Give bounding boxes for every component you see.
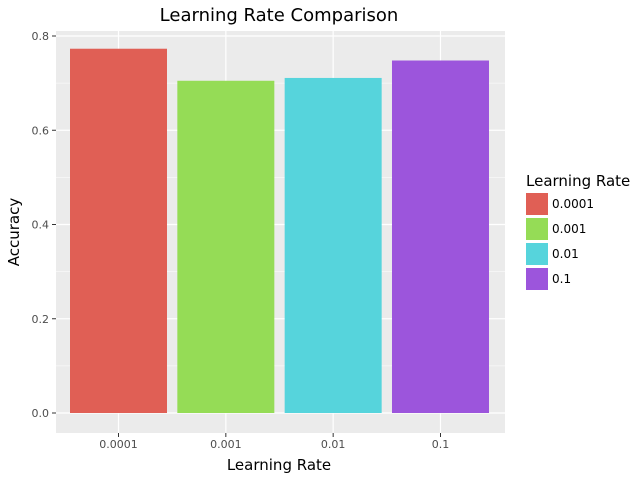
y-tick-label: 0.8	[32, 30, 50, 43]
legend-title: Learning Rate	[526, 172, 630, 190]
legend: 0.0001 0.001 0.01 0.1	[526, 193, 594, 290]
y-axis-ticks: 0.0 0.2 0.4 0.6 0.8	[32, 30, 56, 420]
legend-key	[526, 218, 548, 240]
bars	[70, 48, 489, 414]
y-tick-label: 0.4	[32, 219, 50, 232]
x-tick-label: 0.0001	[99, 438, 138, 451]
y-tick-label: 0.6	[32, 124, 50, 137]
x-axis-title: Learning Rate	[227, 456, 331, 474]
legend-label: 0.0001	[552, 197, 594, 211]
y-tick-label: 0.2	[32, 313, 50, 326]
y-axis-title: Accuracy	[5, 198, 23, 267]
legend-label: 0.1	[552, 272, 571, 286]
x-tick-label: 0.01	[321, 438, 346, 451]
bar	[177, 80, 275, 414]
legend-key	[526, 268, 548, 290]
x-tick-label: 0.001	[210, 438, 242, 451]
legend-label: 0.01	[552, 247, 579, 261]
legend-label: 0.001	[552, 222, 586, 236]
bar	[284, 77, 382, 413]
x-axis-ticks: 0.0001 0.001 0.01 0.1	[99, 433, 449, 451]
x-tick-label: 0.1	[432, 438, 450, 451]
bar	[70, 48, 167, 413]
y-tick-label: 0.0	[32, 407, 50, 420]
bar	[391, 60, 489, 413]
legend-key	[526, 243, 548, 265]
legend-key	[526, 193, 548, 215]
chart-title: Learning Rate Comparison	[160, 5, 399, 26]
